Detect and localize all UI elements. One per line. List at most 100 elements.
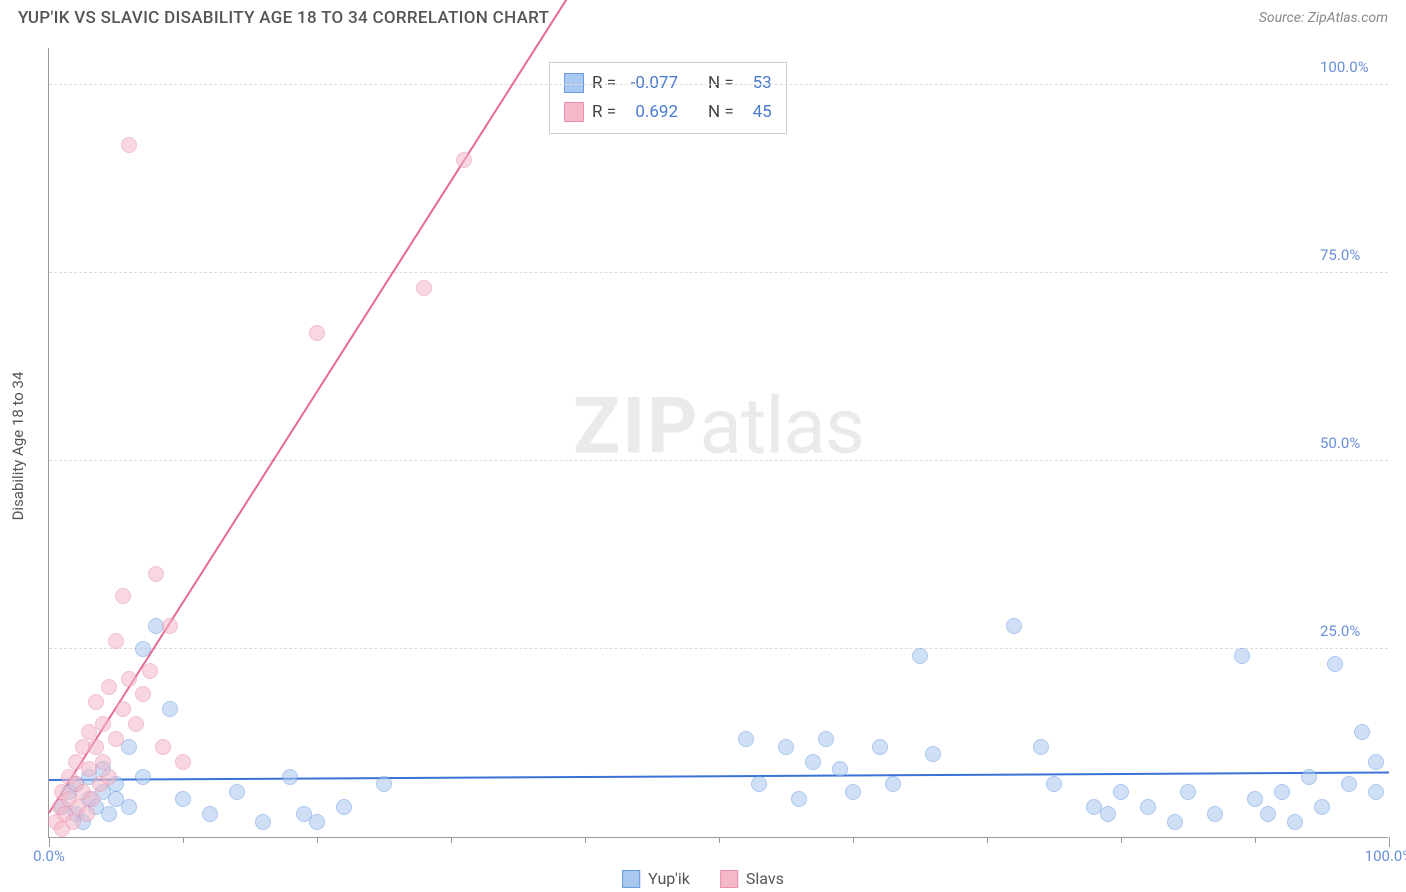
watermark: ZIPatlas (573, 381, 864, 472)
legend-r-value: 0.692 (624, 98, 678, 127)
data-point (121, 739, 137, 755)
x-tick (1255, 837, 1256, 843)
legend-label: Yup'ik (648, 869, 690, 888)
data-point (1033, 739, 1049, 755)
data-point (1247, 791, 1263, 807)
legend-swatch (622, 870, 640, 888)
data-point (778, 739, 794, 755)
data-point (1113, 784, 1129, 800)
data-point (805, 754, 821, 770)
data-point (1100, 806, 1116, 822)
y-axis-label: Disability Age 18 to 34 (9, 372, 27, 521)
data-point (1341, 776, 1357, 792)
data-point (121, 137, 137, 153)
source-attribution: Source: ZipAtlas.com (1259, 10, 1388, 26)
data-point (818, 731, 834, 747)
x-tick-label: 0.0% (33, 847, 65, 865)
data-point (135, 641, 151, 657)
legend-n-value: 45 (742, 98, 772, 127)
trend-line (49, 771, 1389, 781)
data-point (128, 716, 144, 732)
legend-item: Yup'ik (622, 869, 690, 888)
data-point (101, 679, 117, 695)
data-point (255, 814, 271, 830)
data-point (229, 784, 245, 800)
x-tick (1389, 837, 1390, 847)
correlation-legend: R =-0.077N =53R =0.692N =45 (549, 62, 787, 134)
data-point (121, 671, 137, 687)
data-point (1006, 618, 1022, 634)
data-point (1234, 648, 1250, 664)
data-point (416, 280, 432, 296)
x-tick (183, 837, 184, 843)
data-point (845, 784, 861, 800)
data-point (1368, 784, 1384, 800)
data-point (309, 325, 325, 341)
x-tick (1121, 837, 1122, 843)
legend-r-label: R = (592, 98, 616, 127)
data-point (88, 694, 104, 710)
x-tick (451, 837, 452, 843)
legend-row: R = 0.692 N = 45 (564, 98, 772, 127)
data-point (832, 761, 848, 777)
plot-region: ZIPatlas R =-0.077N =53R =0.692N =45 25.… (48, 48, 1388, 838)
data-point (115, 701, 131, 717)
data-point (872, 739, 888, 755)
data-point (121, 799, 137, 815)
legend-swatch (564, 102, 584, 122)
data-point (88, 739, 104, 755)
data-point (101, 769, 117, 785)
data-point (1046, 776, 1062, 792)
y-tick-label: 75.0% (1320, 246, 1380, 264)
data-point (1167, 814, 1183, 830)
data-point (202, 806, 218, 822)
data-point (148, 566, 164, 582)
data-point (95, 754, 111, 770)
data-point (162, 618, 178, 634)
x-tick (585, 837, 586, 843)
data-point (108, 731, 124, 747)
data-point (282, 769, 298, 785)
x-tick (317, 837, 318, 843)
x-tick (853, 837, 854, 843)
trend-line (48, 0, 586, 814)
chart-area: ZIPatlas R =-0.077N =53R =0.692N =45 25.… (48, 48, 1388, 838)
x-tick-label: 100.0% (1365, 847, 1406, 865)
data-point (1314, 799, 1330, 815)
data-point (1207, 806, 1223, 822)
data-point (135, 686, 151, 702)
y-tick-label: 100.0% (1320, 58, 1380, 76)
data-point (925, 746, 941, 762)
data-point (175, 754, 191, 770)
x-tick (987, 837, 988, 843)
x-tick (719, 837, 720, 843)
legend-item: Slavs (720, 869, 784, 888)
data-point (135, 769, 151, 785)
y-tick-label: 50.0% (1320, 434, 1380, 452)
data-point (1301, 769, 1317, 785)
legend-swatch (720, 870, 738, 888)
data-point (95, 716, 111, 732)
data-point (1140, 799, 1156, 815)
data-point (142, 663, 158, 679)
data-point (751, 776, 767, 792)
legend-label: Slavs (746, 869, 784, 888)
gridline (49, 648, 1388, 649)
gridline (49, 460, 1388, 461)
data-point (162, 701, 178, 717)
data-point (738, 731, 754, 747)
data-point (1180, 784, 1196, 800)
data-point (791, 791, 807, 807)
data-point (1368, 754, 1384, 770)
data-point (1274, 784, 1290, 800)
data-point (1354, 724, 1370, 740)
data-point (84, 791, 100, 807)
data-point (309, 814, 325, 830)
gridline (49, 84, 1388, 85)
y-tick-label: 25.0% (1320, 622, 1380, 640)
legend-n-label: N = (708, 98, 734, 127)
data-point (101, 806, 117, 822)
data-point (1327, 656, 1343, 672)
chart-title: YUP'IK VS SLAVIC DISABILITY AGE 18 TO 34… (18, 8, 549, 28)
data-point (1260, 806, 1276, 822)
